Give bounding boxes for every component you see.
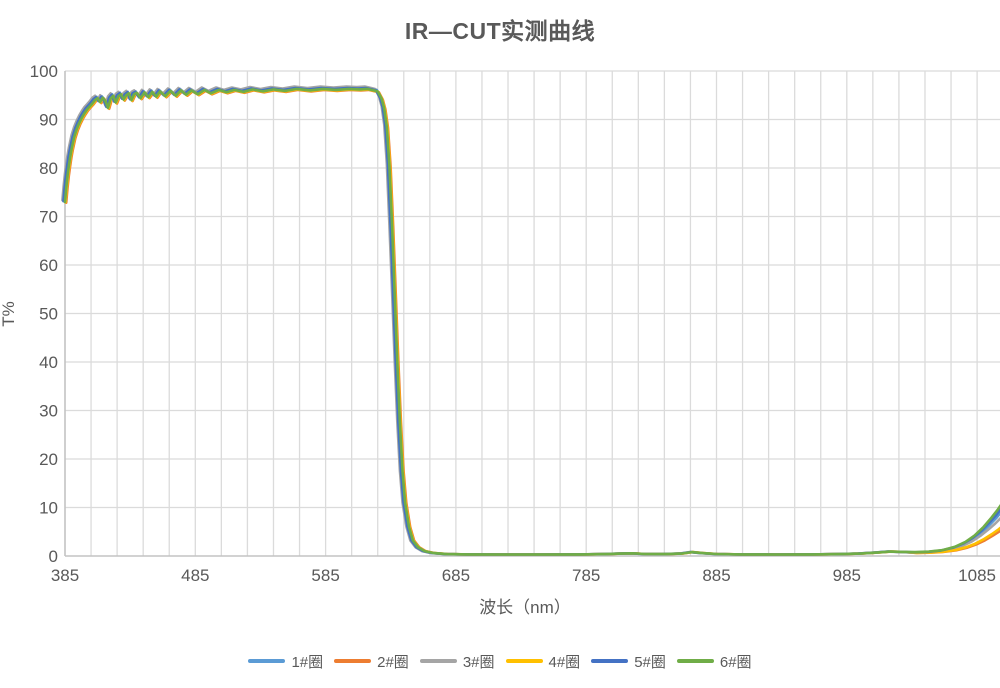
x-tick-label: 885 [702,566,730,585]
legend-item-6: 6#圈 [676,651,752,672]
series-line-5 [62,86,1000,556]
series-line-1 [62,86,1000,556]
x-tick-label: 685 [442,566,470,585]
x-tick-label: 385 [51,566,79,585]
y-tick-label: 80 [39,159,58,178]
legend: 1#圈 2#圈 3#圈 4#圈 5#圈 6#圈 [0,649,1000,673]
y-tick-label: 100 [30,62,58,81]
x-tick-label: 785 [572,566,600,585]
y-tick-label: 40 [39,353,58,372]
x-tick-label: 485 [181,566,209,585]
y-tick-label: 60 [39,256,58,275]
legend-label: 3#圈 [462,653,495,671]
y-tick-label: 30 [39,402,58,421]
legend-swatch [591,659,629,663]
legend-label: 5#圈 [634,653,666,671]
legend-swatch [676,659,714,663]
x-axis-title: 波长（nm） [479,598,571,617]
x-tick-label: 1085 [958,566,996,585]
series-line-3 [61,85,1000,556]
legend-label: 2#圈 [377,653,409,671]
series-line-2 [64,88,1000,556]
x-tick-label: 985 [833,566,861,585]
legend-label: 4#圈 [548,653,581,671]
legend-swatch [419,659,457,663]
y-tick-label: 0 [49,547,58,566]
chart-title: IR—CUT实测曲线 [404,18,596,44]
y-tick-label: 70 [39,208,58,227]
series-line-6 [63,87,1000,556]
legend-swatch [505,659,543,663]
legend-item-4: 4#圈 [505,651,581,672]
legend-item-2: 2#圈 [334,651,409,672]
y-tick-label: 50 [39,305,58,324]
series-line-4 [64,88,1000,556]
legend-swatch [334,659,372,663]
legend-label: 1#圈 [291,653,324,671]
y-axis-title: T% [0,301,18,327]
x-tick-label: 585 [311,566,339,585]
y-tick-label: 90 [39,111,58,130]
legend-swatch [248,659,286,663]
legend-label: 6#圈 [719,653,752,671]
y-tick-label: 10 [39,499,58,518]
legend-item-5: 5#圈 [591,651,666,672]
y-tick-label: 20 [39,450,58,469]
legend-item-3: 3#圈 [419,651,495,672]
legend-item-1: 1#圈 [248,651,323,672]
